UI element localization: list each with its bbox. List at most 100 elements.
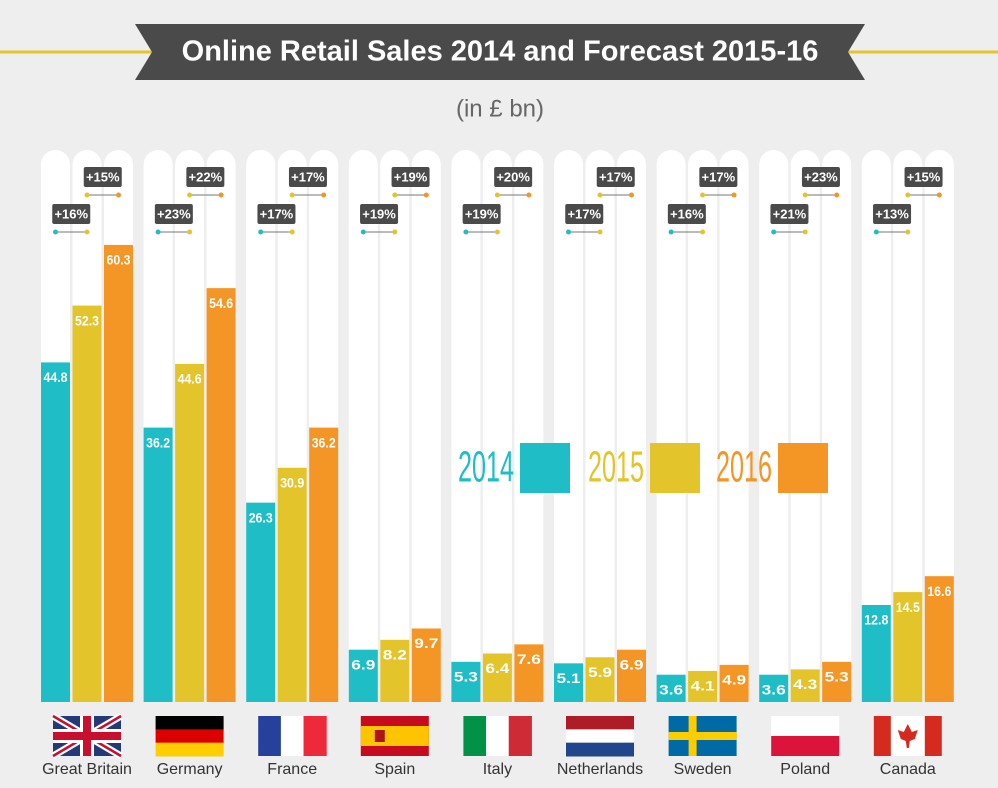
flag bbox=[463, 716, 487, 756]
bar bbox=[585, 657, 615, 702]
value-label: 44.8 bbox=[44, 369, 68, 385]
column-track bbox=[482, 150, 512, 702]
growth-dot bbox=[597, 192, 603, 198]
flag bbox=[566, 742, 634, 757]
legend-label: 2015 bbox=[588, 443, 644, 492]
growth-label: +16% bbox=[670, 206, 704, 221]
flag bbox=[374, 730, 385, 742]
bar bbox=[656, 674, 686, 702]
growth-dot bbox=[187, 229, 193, 235]
column-track bbox=[348, 150, 378, 702]
legend-swatch bbox=[778, 443, 828, 493]
flag bbox=[566, 729, 634, 744]
growth-dot bbox=[392, 229, 398, 235]
flag bbox=[486, 716, 510, 756]
flag bbox=[897, 724, 918, 748]
bar bbox=[348, 649, 378, 702]
column-track bbox=[411, 150, 441, 702]
growth-dot bbox=[802, 229, 808, 235]
growth-badge bbox=[257, 204, 296, 224]
growth-dot bbox=[700, 229, 706, 235]
chart-subtitle: (in £ bn) bbox=[456, 95, 544, 122]
bar bbox=[759, 674, 789, 702]
growth-badge bbox=[288, 167, 327, 187]
column-track bbox=[688, 150, 718, 702]
bar bbox=[277, 467, 307, 702]
x-tick-label: Poland bbox=[780, 761, 830, 778]
bar bbox=[411, 628, 441, 702]
value-label: 3.6 bbox=[659, 681, 683, 697]
flag bbox=[668, 732, 737, 740]
growth-badge bbox=[154, 204, 193, 224]
value-label: 26.3 bbox=[249, 509, 273, 525]
value-label: 7.6 bbox=[517, 651, 541, 667]
growth-badge bbox=[699, 167, 738, 187]
growth-dot bbox=[905, 229, 911, 235]
bar bbox=[143, 427, 173, 702]
growth-dot bbox=[187, 192, 193, 198]
flag bbox=[508, 716, 532, 756]
bar bbox=[688, 670, 718, 702]
growth-badge bbox=[904, 167, 943, 187]
growth-dot bbox=[360, 229, 366, 235]
growth-dot bbox=[494, 192, 500, 198]
growth-dot bbox=[53, 229, 58, 235]
value-label: 54.6 bbox=[209, 295, 233, 311]
bar bbox=[246, 502, 276, 702]
bar bbox=[893, 592, 923, 702]
growth-label: +13% bbox=[875, 206, 909, 221]
value-label: 16.6 bbox=[927, 583, 951, 599]
growth-label: +17% bbox=[567, 206, 601, 221]
value-label: 52.3 bbox=[75, 312, 99, 328]
growth-dot bbox=[873, 229, 879, 235]
growth-dot bbox=[936, 192, 942, 198]
bar bbox=[380, 639, 410, 702]
value-label: 36.2 bbox=[146, 434, 170, 450]
growth-badge bbox=[565, 204, 604, 224]
value-label: 4.3 bbox=[793, 676, 817, 692]
column-track bbox=[585, 150, 615, 702]
bar bbox=[482, 653, 512, 702]
flag bbox=[280, 716, 305, 756]
legend-swatch bbox=[520, 443, 570, 493]
column-track bbox=[719, 150, 749, 702]
flag bbox=[83, 716, 91, 756]
column-track bbox=[554, 150, 583, 702]
bar bbox=[861, 604, 891, 702]
bar bbox=[790, 669, 820, 702]
column-track bbox=[790, 150, 820, 702]
value-label: 5.3 bbox=[825, 669, 849, 685]
column-track bbox=[893, 150, 923, 702]
value-label: 8.2 bbox=[383, 647, 407, 663]
bar bbox=[72, 305, 102, 702]
value-label: 3.6 bbox=[762, 681, 786, 697]
growth-label: +23% bbox=[804, 169, 838, 184]
growth-label: +22% bbox=[189, 169, 223, 184]
x-tick-label: Germany bbox=[157, 761, 223, 778]
flag bbox=[258, 716, 282, 756]
growth-label: +15% bbox=[86, 169, 120, 184]
flag bbox=[155, 716, 224, 730]
chart-title: Online Retail Sales 2014 and Forecast 20… bbox=[182, 36, 819, 68]
bar bbox=[924, 576, 954, 702]
growth-dot bbox=[84, 229, 90, 235]
growth-dot bbox=[629, 192, 634, 198]
growth-dot bbox=[155, 229, 161, 235]
growth-dot bbox=[802, 192, 808, 198]
x-tick-label: Spain bbox=[374, 761, 415, 778]
bar bbox=[822, 661, 852, 702]
growth-badge bbox=[596, 167, 635, 187]
growth-label: +17% bbox=[599, 169, 633, 184]
growth-dot bbox=[566, 229, 571, 235]
legend-label: 2014 bbox=[458, 443, 514, 492]
growth-badge bbox=[462, 204, 501, 224]
value-label: 30.9 bbox=[280, 474, 304, 490]
growth-label: +20% bbox=[496, 169, 530, 184]
growth-label: +17% bbox=[260, 206, 294, 221]
bar bbox=[41, 362, 70, 702]
value-label: 60.3 bbox=[107, 252, 131, 268]
growth-dot bbox=[392, 192, 398, 198]
flag bbox=[924, 716, 942, 756]
bar bbox=[175, 363, 205, 702]
